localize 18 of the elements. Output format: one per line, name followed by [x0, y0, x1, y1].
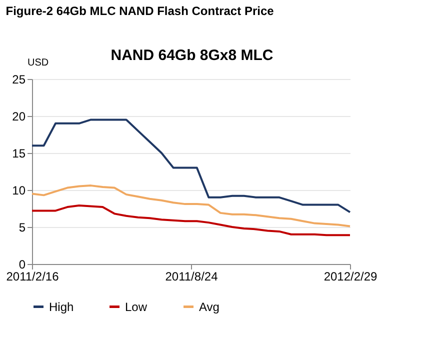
- chart-subtitle: NAND 64Gb 8Gx8 MLC: [110, 47, 274, 64]
- legend-label: Avg: [199, 300, 220, 314]
- legend-label: High: [49, 300, 74, 314]
- legend-label: Low: [125, 300, 148, 314]
- x-tick-label: 2011/8/24: [165, 270, 218, 284]
- y-tick-label: 5: [18, 220, 26, 234]
- line-series: [31, 118, 351, 214]
- line-series: [31, 204, 351, 236]
- x-tick-label: 2012/2/29: [324, 270, 378, 284]
- y-tick-label: 15: [12, 146, 26, 160]
- y-tick-label: 10: [12, 184, 26, 198]
- y-tick-label: 25: [12, 72, 26, 86]
- y-tick-label: 20: [12, 110, 26, 124]
- line-series: [31, 184, 351, 228]
- x-tick-label: 2011/2/16: [6, 270, 60, 284]
- y-tick-label: 0: [18, 258, 26, 272]
- y-axis-title: USD: [28, 58, 49, 68]
- chart-title: Figure-2 64Gb MLC NAND Flash Contract Price: [6, 4, 274, 18]
